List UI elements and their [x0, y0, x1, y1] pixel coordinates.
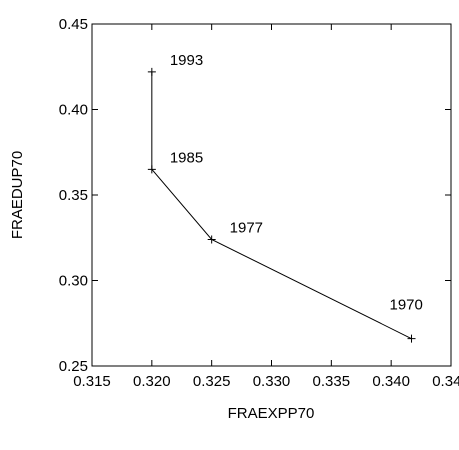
- x-tick-label: 0.320: [133, 373, 171, 390]
- y-axis-title: FRAEDUP70: [9, 151, 26, 239]
- data-point-label: 1977: [230, 219, 263, 236]
- series-line: [151, 71, 412, 340]
- x-axis-ticks: 0.315 0.320 0.325 0.330 0.335 0.340 0.345: [73, 24, 459, 390]
- data-point-label: 1993: [170, 52, 203, 69]
- plot-frame: [91, 23, 452, 367]
- data-point-marker: [407, 334, 416, 343]
- x-tick-label: 0.325: [193, 373, 231, 390]
- y-tick-label: 0.35: [59, 187, 88, 204]
- x-tick-label: 0.315: [73, 373, 111, 390]
- y-tick-label: 0.25: [59, 358, 88, 375]
- data-point-label: 1970: [390, 297, 423, 314]
- x-axis-title: FRAEXPP70: [228, 405, 315, 422]
- data-point-label: 1985: [170, 149, 203, 166]
- series-group: 1993 1985 1977 1970: [147, 52, 423, 343]
- y-tick-label: 0.40: [59, 102, 88, 119]
- x-tick-label: 0.335: [313, 373, 351, 390]
- data-point-marker: [207, 235, 216, 244]
- y-tick-label: 0.45: [59, 16, 88, 33]
- x-tick-label: 0.345: [432, 373, 459, 390]
- data-point-marker: [147, 67, 156, 76]
- data-point-marker: [147, 165, 156, 174]
- y-tick-label: 0.30: [59, 273, 88, 290]
- x-tick-label: 0.330: [253, 373, 291, 390]
- x-tick-label: 0.340: [372, 373, 410, 390]
- y-axis-ticks: 0.25 0.30 0.35 0.40 0.45: [59, 16, 451, 375]
